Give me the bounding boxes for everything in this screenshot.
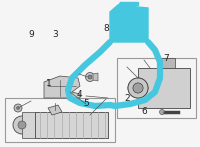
Circle shape: [128, 78, 148, 98]
Polygon shape: [44, 76, 80, 98]
Text: 5: 5: [83, 99, 89, 108]
Bar: [22, 112, 35, 138]
Polygon shape: [93, 73, 98, 81]
Circle shape: [128, 78, 148, 98]
Text: 6: 6: [141, 107, 147, 116]
Circle shape: [133, 83, 143, 93]
Bar: [117, 58, 196, 118]
Bar: [5, 98, 115, 142]
Circle shape: [14, 104, 22, 112]
Circle shape: [13, 116, 31, 134]
Circle shape: [133, 83, 143, 93]
Polygon shape: [138, 68, 190, 108]
Text: 8: 8: [103, 24, 109, 33]
Polygon shape: [48, 105, 62, 115]
Polygon shape: [160, 58, 175, 68]
Polygon shape: [118, 2, 138, 5]
Text: 1: 1: [46, 78, 52, 88]
Polygon shape: [35, 112, 108, 138]
Polygon shape: [110, 5, 148, 42]
Text: 2: 2: [124, 94, 130, 103]
Text: 9: 9: [28, 30, 34, 39]
Circle shape: [18, 121, 26, 129]
Text: 7: 7: [163, 54, 169, 63]
Circle shape: [86, 72, 95, 81]
Circle shape: [88, 75, 92, 79]
Text: 3: 3: [52, 30, 58, 39]
Circle shape: [16, 106, 20, 110]
Text: 4: 4: [76, 90, 82, 99]
Circle shape: [160, 110, 164, 115]
